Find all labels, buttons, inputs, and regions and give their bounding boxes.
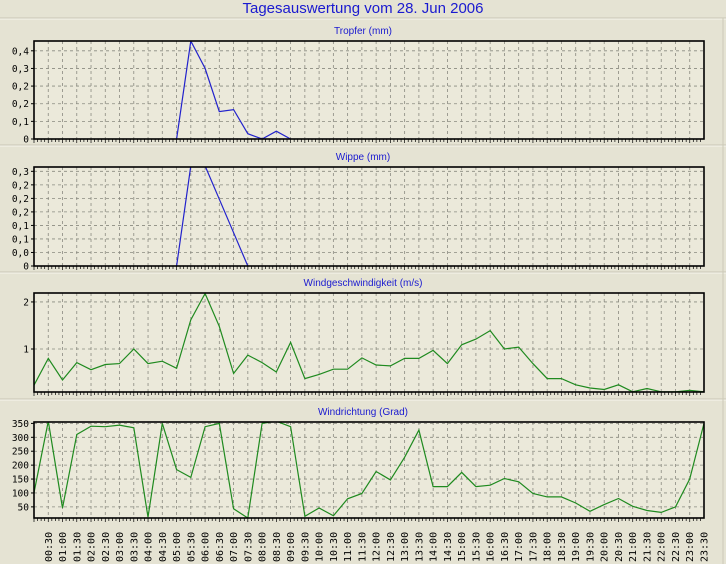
plot-border [33, 40, 705, 140]
x-tick-label: 17:30 [528, 532, 539, 562]
x-tick-label: 15:00 [457, 532, 468, 562]
x-tick-label: 12:00 [372, 532, 383, 562]
x-tick-label: 07:00 [229, 532, 240, 562]
x-tick-label: 11:30 [357, 532, 368, 562]
x-tick-label: 16:30 [500, 532, 511, 562]
y-tick-label: 50 [18, 502, 30, 513]
x-tick-label: 11:00 [343, 532, 354, 562]
y-tick-label: 100 [12, 488, 29, 499]
chart-title: Windrichtung (Grad) [318, 407, 408, 418]
x-tick-label: 16:00 [486, 532, 497, 562]
plot-area [34, 167, 704, 266]
y-tick-label: 0,0 [12, 248, 29, 259]
plot-area [34, 293, 704, 392]
x-tick-label: 14:00 [429, 532, 440, 562]
y-tick-label: 200 [12, 461, 29, 472]
x-tick-label: 06:30 [215, 532, 226, 562]
x-tick-label: 09:00 [286, 532, 297, 562]
x-tick-label: 04:00 [144, 532, 155, 562]
x-tick-label: 05:00 [172, 532, 183, 562]
x-tick-label: 05:30 [186, 532, 197, 562]
x-tick-label: 04:30 [158, 532, 169, 562]
x-tick-label: 02:00 [87, 532, 98, 562]
x-tick-label: 20:30 [614, 532, 625, 562]
y-tick-label: 0,4 [12, 46, 29, 57]
x-tick-label: 22:00 [657, 532, 668, 562]
y-tick-label: 0 [23, 135, 29, 146]
x-tick-label: 21:00 [628, 532, 639, 562]
y-tick-label: 150 [12, 475, 29, 486]
x-tick-label: 03:30 [129, 532, 140, 562]
chart-panel-1: Tropfer (mm) 0 0,1 0,2 0,2 0,3 0,4 [0, 17, 726, 146]
y-tick-label: 0,2 [12, 99, 29, 110]
y-tick-label: 1 [23, 344, 29, 355]
x-tick-label: 21:30 [642, 532, 653, 562]
x-tick-label: 02:30 [101, 532, 112, 562]
chart-title: Tropfer (mm) [334, 26, 392, 37]
chart-title: Wippe (mm) [336, 152, 390, 163]
chart-panel-4: Windrichtung (Grad) 50 100 150 200 250 300 350 [0, 398, 726, 522]
page-title: Tagesauswertung vom 28. Jun 2006 [242, 0, 484, 17]
x-tick-label: 03:00 [115, 532, 126, 562]
y-tick-label: 0,1 [12, 117, 29, 128]
x-tick-label: 01:00 [58, 532, 69, 562]
y-tick-label: 250 [12, 447, 29, 458]
x-tick-label: 10:30 [329, 532, 340, 562]
chart-panel-3: Windgeschwindigkeit (m/s) 1 2 [0, 271, 726, 396]
y-tick-label: 0,2 [12, 207, 29, 218]
x-tick-label: 08:00 [258, 532, 269, 562]
x-tick-label: 19:30 [585, 532, 596, 562]
x-tick-label: 22:30 [671, 532, 682, 562]
x-tick-label: 15:30 [471, 532, 482, 562]
y-tick-label: 0,3 [12, 64, 29, 75]
y-tick-label: 350 [12, 419, 29, 430]
x-tick-label: 06:00 [201, 532, 212, 562]
x-tick-label: 18:30 [557, 532, 568, 562]
series-line [34, 422, 704, 518]
x-tick-label: 08:30 [272, 532, 283, 562]
y-tick-label: 0,3 [12, 167, 29, 178]
x-tick-label: 00:30 [44, 532, 55, 562]
plot-border [33, 292, 705, 393]
x-tick-label: 20:00 [600, 532, 611, 562]
x-tick-label: 01:30 [72, 532, 83, 562]
chart-title: Windgeschwindigkeit (m/s) [304, 278, 423, 289]
plot-border [33, 166, 705, 267]
x-tick-label: 07:30 [243, 532, 254, 562]
y-tick-label: 0,2 [12, 82, 29, 93]
y-tick-label: 300 [12, 433, 29, 444]
x-tick-label: 19:00 [571, 532, 582, 562]
series-line [176, 41, 291, 139]
y-tick-label: 0 [23, 262, 29, 273]
x-tick-label: 23:00 [685, 532, 696, 562]
plot-area [34, 41, 704, 139]
x-tick-label: 18:00 [543, 532, 554, 562]
y-tick-label: 0,1 [12, 221, 29, 232]
x-tick-label: 23:30 [700, 532, 711, 562]
x-tick-label: 12:30 [386, 532, 397, 562]
x-tick-label: 14:30 [443, 532, 454, 562]
y-tick-label: 0,2 [12, 180, 29, 191]
y-tick-label: 2 [23, 297, 29, 308]
series-line [176, 167, 249, 266]
chart-panel-2: Wippe (mm) 0 0,0 0,1 0,1 0,2 0,2 0,2 0,3 [0, 144, 726, 273]
x-tick-label: 13:30 [414, 532, 425, 562]
plot-area [34, 422, 704, 518]
y-tick-label: 0,2 [12, 194, 29, 205]
plot-border [33, 421, 705, 519]
x-tick-label: 09:30 [300, 532, 311, 562]
x-tick-label: 10:00 [315, 532, 326, 562]
series-line [34, 293, 704, 392]
x-tick-label: 13:00 [400, 532, 411, 562]
y-tick-label: 0,1 [12, 234, 29, 245]
x-tick-label: 17:00 [514, 532, 525, 562]
